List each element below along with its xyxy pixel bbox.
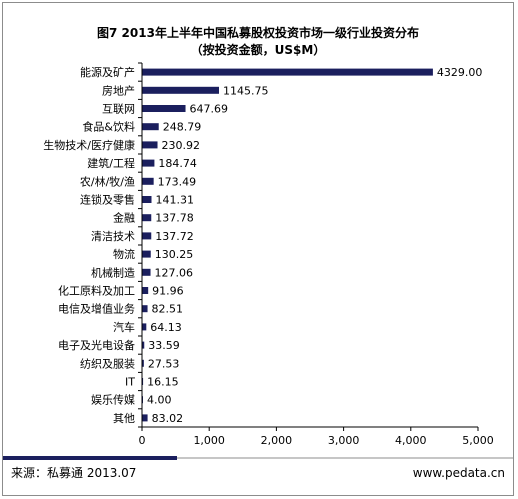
- x-tick-label: 3,000: [328, 434, 360, 447]
- category-label: 生物技术/医疗健康: [43, 138, 135, 152]
- footer-source: 来源：私募通 2013.07: [11, 466, 136, 480]
- value-label: 64.13: [150, 321, 182, 334]
- category-label: 互联网: [102, 103, 135, 116]
- x-tick-label: 1,000: [193, 434, 225, 447]
- value-label: 230.92: [162, 139, 201, 152]
- bar: [142, 305, 148, 313]
- value-label: 1145.75: [223, 84, 268, 97]
- x-tick-label: 0: [139, 434, 146, 447]
- bar: [142, 86, 219, 94]
- value-label: 137.72: [155, 230, 194, 243]
- category-label: 房地产: [102, 83, 135, 97]
- chart-subtitle: （按投资金额，US$M）: [191, 42, 326, 57]
- value-label: 647.69: [190, 103, 229, 116]
- value-label: 83.02: [152, 412, 184, 425]
- value-label: 130.25: [155, 248, 194, 261]
- value-label: 173.49: [158, 175, 197, 188]
- bar: [142, 159, 155, 167]
- bar: [142, 414, 148, 422]
- bar: [142, 287, 149, 294]
- category-label: 农/林/牧/渔: [80, 174, 135, 188]
- bar: [142, 232, 152, 240]
- x-tick-label: 4,000: [395, 434, 427, 447]
- footer-accent-bar: [3, 456, 177, 460]
- category-label: 能源及矿产: [80, 65, 135, 79]
- value-label: 82.51: [152, 303, 184, 316]
- value-label: 4.00: [147, 394, 172, 407]
- value-label: 4329.00: [437, 66, 483, 79]
- category-label: 电子及光电设备: [58, 338, 135, 352]
- bar: [142, 68, 433, 76]
- x-tick-label: 5,000: [462, 434, 494, 447]
- value-label: 248.79: [163, 121, 202, 134]
- bar: [142, 378, 144, 385]
- value-label: 27.53: [148, 357, 180, 370]
- bar: [142, 214, 152, 222]
- value-label: 137.78: [155, 212, 194, 225]
- bar: [142, 177, 154, 185]
- category-label: 连锁及零售: [80, 193, 135, 207]
- category-label: 清洁技术: [91, 230, 135, 243]
- bar: [142, 341, 145, 349]
- bar: [142, 268, 151, 276]
- value-label: 184.74: [158, 157, 197, 170]
- bar: [142, 105, 186, 112]
- value-label: 91.96: [152, 285, 184, 298]
- category-label: 纺织及服装: [80, 356, 135, 370]
- footer-site: www.pedata.cn: [413, 466, 505, 480]
- chart-frame: 图7 2013年上半年中国私募股权投资市场一级行业投资分布 （按投资金额，US$…: [2, 2, 514, 496]
- bar: [142, 141, 158, 149]
- value-label: 16.15: [147, 376, 179, 389]
- category-label: 电信及增值业务: [58, 302, 135, 316]
- value-label: 127.06: [155, 266, 194, 279]
- category-label: 娱乐传媒: [91, 393, 135, 407]
- bar: [142, 323, 147, 331]
- category-label: 金融: [113, 211, 135, 225]
- chart-title: 图7 2013年上半年中国私募股权投资市场一级行业投资分布: [97, 25, 419, 40]
- category-label: 食品&饮料: [82, 120, 135, 134]
- bar: [142, 196, 152, 203]
- bar-chart: 图7 2013年上半年中国私募股权投资市场一级行业投资分布 （按投资金额，US$…: [3, 25, 513, 480]
- x-tick-label: 2,000: [261, 434, 293, 447]
- category-label: 建筑/工程: [87, 156, 135, 170]
- value-label: 33.59: [148, 339, 180, 352]
- value-label: 141.31: [155, 194, 194, 207]
- category-label: 其他: [113, 412, 135, 425]
- category-label: 物流: [113, 247, 135, 261]
- x-axis: 0 1,000 2,000 3,000 4,000 5,000: [139, 426, 494, 447]
- category-label: 汽车: [113, 320, 135, 334]
- bars-group: 能源及矿产 4329.00 房地产 1145.75 互联网 647.69 食品&饮料 248.…: [43, 62, 483, 428]
- category-label: 化工原料及加工: [58, 284, 135, 298]
- category-label: 机械制造: [91, 265, 135, 279]
- bar: [142, 359, 144, 367]
- category-label: IT: [125, 376, 135, 389]
- bar: [142, 123, 159, 131]
- bar: [142, 250, 151, 258]
